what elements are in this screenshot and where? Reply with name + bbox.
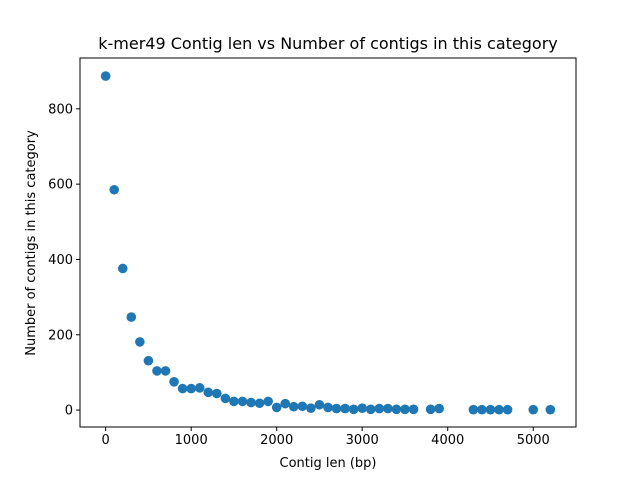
data-point bbox=[212, 388, 222, 399]
data-point bbox=[280, 398, 291, 409]
data-point bbox=[169, 377, 179, 387]
data-point bbox=[100, 71, 111, 81]
data-point bbox=[306, 403, 316, 413]
data-point bbox=[246, 397, 256, 408]
data-point bbox=[271, 402, 282, 413]
y-tick-label: 0 bbox=[65, 404, 73, 419]
x-tick-label: 1000 bbox=[175, 433, 208, 448]
data-point bbox=[194, 383, 205, 393]
data-point bbox=[237, 396, 248, 407]
data-point bbox=[263, 396, 273, 407]
y-tick-label: 400 bbox=[48, 253, 73, 268]
x-tick-label: 2000 bbox=[260, 433, 293, 448]
data-point bbox=[297, 401, 308, 412]
x-tick-label: 0 bbox=[102, 433, 110, 448]
data-point bbox=[160, 366, 171, 376]
data-point bbox=[468, 404, 479, 415]
data-point bbox=[117, 263, 128, 274]
data-point bbox=[357, 403, 368, 413]
data-point bbox=[229, 396, 239, 407]
data-point bbox=[528, 404, 539, 415]
data-point bbox=[220, 393, 231, 404]
data-point bbox=[365, 404, 376, 415]
data-point bbox=[425, 404, 436, 415]
data-point bbox=[383, 403, 393, 414]
data-point bbox=[331, 403, 342, 414]
data-point bbox=[186, 383, 196, 394]
data-point bbox=[391, 404, 402, 415]
x-tick-label: 5000 bbox=[517, 433, 550, 448]
data-point bbox=[323, 402, 333, 413]
data-points bbox=[100, 71, 556, 415]
data-point bbox=[203, 387, 214, 398]
data-point bbox=[152, 366, 162, 376]
x-axis-label: Contig len (bp) bbox=[280, 456, 377, 471]
data-point bbox=[143, 355, 154, 366]
data-point bbox=[408, 404, 419, 415]
data-point bbox=[485, 404, 496, 415]
y-tick-label: 800 bbox=[48, 102, 73, 117]
data-point bbox=[348, 404, 359, 415]
data-point bbox=[126, 312, 137, 322]
data-point bbox=[494, 404, 504, 415]
data-point bbox=[314, 399, 325, 410]
data-point bbox=[400, 404, 410, 415]
y-tick-label: 200 bbox=[48, 328, 73, 343]
data-point bbox=[135, 337, 145, 347]
data-point bbox=[477, 404, 487, 415]
data-point bbox=[254, 398, 265, 409]
plot-frame bbox=[79, 57, 577, 428]
x-tick-label: 4000 bbox=[431, 433, 464, 448]
data-point bbox=[288, 401, 299, 412]
y-axis-label: Number of contigs in this category bbox=[24, 130, 39, 356]
axis-ticks: 0 1000 2000 3000 4000 5000 0 200 400 600 800 bbox=[48, 102, 550, 448]
data-point bbox=[340, 403, 350, 414]
data-point bbox=[374, 403, 385, 414]
data-point bbox=[434, 403, 444, 414]
data-point bbox=[545, 404, 556, 415]
data-point bbox=[109, 184, 120, 195]
chart-title: k-mer49 Contig len vs Number of contigs … bbox=[98, 34, 558, 53]
data-point bbox=[502, 404, 513, 415]
data-point bbox=[177, 383, 188, 394]
y-tick-label: 600 bbox=[48, 178, 73, 193]
x-tick-label: 3000 bbox=[346, 433, 379, 448]
